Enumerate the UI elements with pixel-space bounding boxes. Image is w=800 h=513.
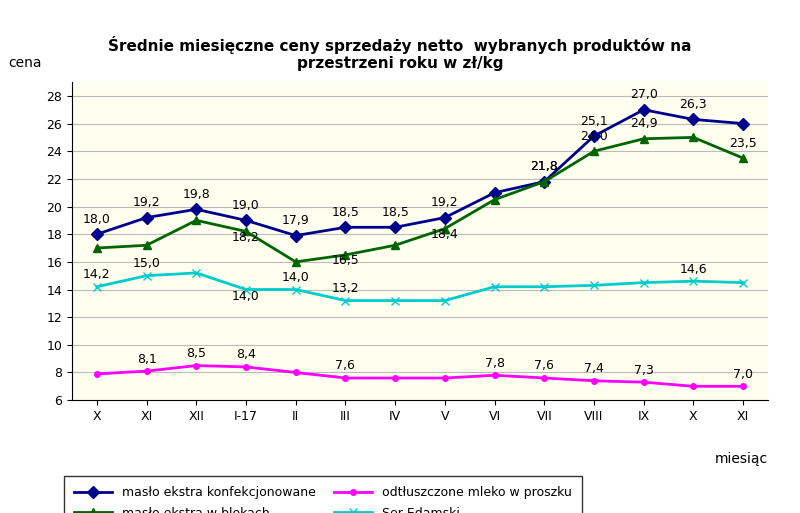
Text: Średnie miesięczne ceny sprzedaży netto  wybranych produktów na
przestrzeni roku: Średnie miesięczne ceny sprzedaży netto … (108, 36, 692, 71)
Text: 19,8: 19,8 (182, 188, 210, 201)
Text: 21,8: 21,8 (530, 161, 558, 173)
Text: 13,2: 13,2 (332, 282, 359, 295)
Text: 21,8: 21,8 (530, 161, 558, 173)
Text: 18,2: 18,2 (232, 231, 260, 244)
Text: 16,5: 16,5 (331, 254, 359, 267)
Text: 18,5: 18,5 (331, 206, 359, 219)
Text: 18,5: 18,5 (382, 206, 409, 219)
Text: 23,5: 23,5 (730, 137, 757, 150)
Text: 14,2: 14,2 (83, 268, 110, 281)
Text: 15,0: 15,0 (133, 257, 161, 270)
Text: 8,4: 8,4 (236, 348, 256, 362)
Text: 18,0: 18,0 (83, 213, 110, 226)
Text: 7,8: 7,8 (485, 357, 505, 370)
Text: 7,6: 7,6 (534, 360, 554, 372)
Text: 19,2: 19,2 (431, 196, 458, 209)
Legend: masło ekstra konfekcjonowane, masło ekstra w blokach, odtłuszczone mleko w prosz: masło ekstra konfekcjonowane, masło ekst… (64, 477, 582, 513)
Text: 14,6: 14,6 (680, 263, 707, 275)
Text: cena: cena (8, 56, 42, 70)
Text: 14,0: 14,0 (232, 290, 260, 303)
Text: 7,0: 7,0 (733, 368, 753, 381)
Text: 17,9: 17,9 (282, 214, 310, 227)
Text: 7,6: 7,6 (335, 360, 355, 372)
Text: 8,1: 8,1 (137, 352, 157, 366)
Text: 25,1: 25,1 (580, 115, 608, 128)
Text: 7,3: 7,3 (634, 364, 654, 377)
Text: 7,4: 7,4 (584, 362, 604, 375)
Text: 24,0: 24,0 (580, 130, 608, 143)
Text: 14,0: 14,0 (282, 271, 310, 284)
Text: 19,2: 19,2 (133, 196, 160, 209)
Text: 24,9: 24,9 (630, 117, 658, 130)
Text: miesiąc: miesiąc (715, 452, 768, 466)
Text: 18,4: 18,4 (431, 228, 458, 241)
Text: 27,0: 27,0 (630, 88, 658, 102)
Text: 26,3: 26,3 (680, 98, 707, 111)
Text: 8,5: 8,5 (186, 347, 206, 360)
Text: 19,0: 19,0 (232, 199, 260, 212)
